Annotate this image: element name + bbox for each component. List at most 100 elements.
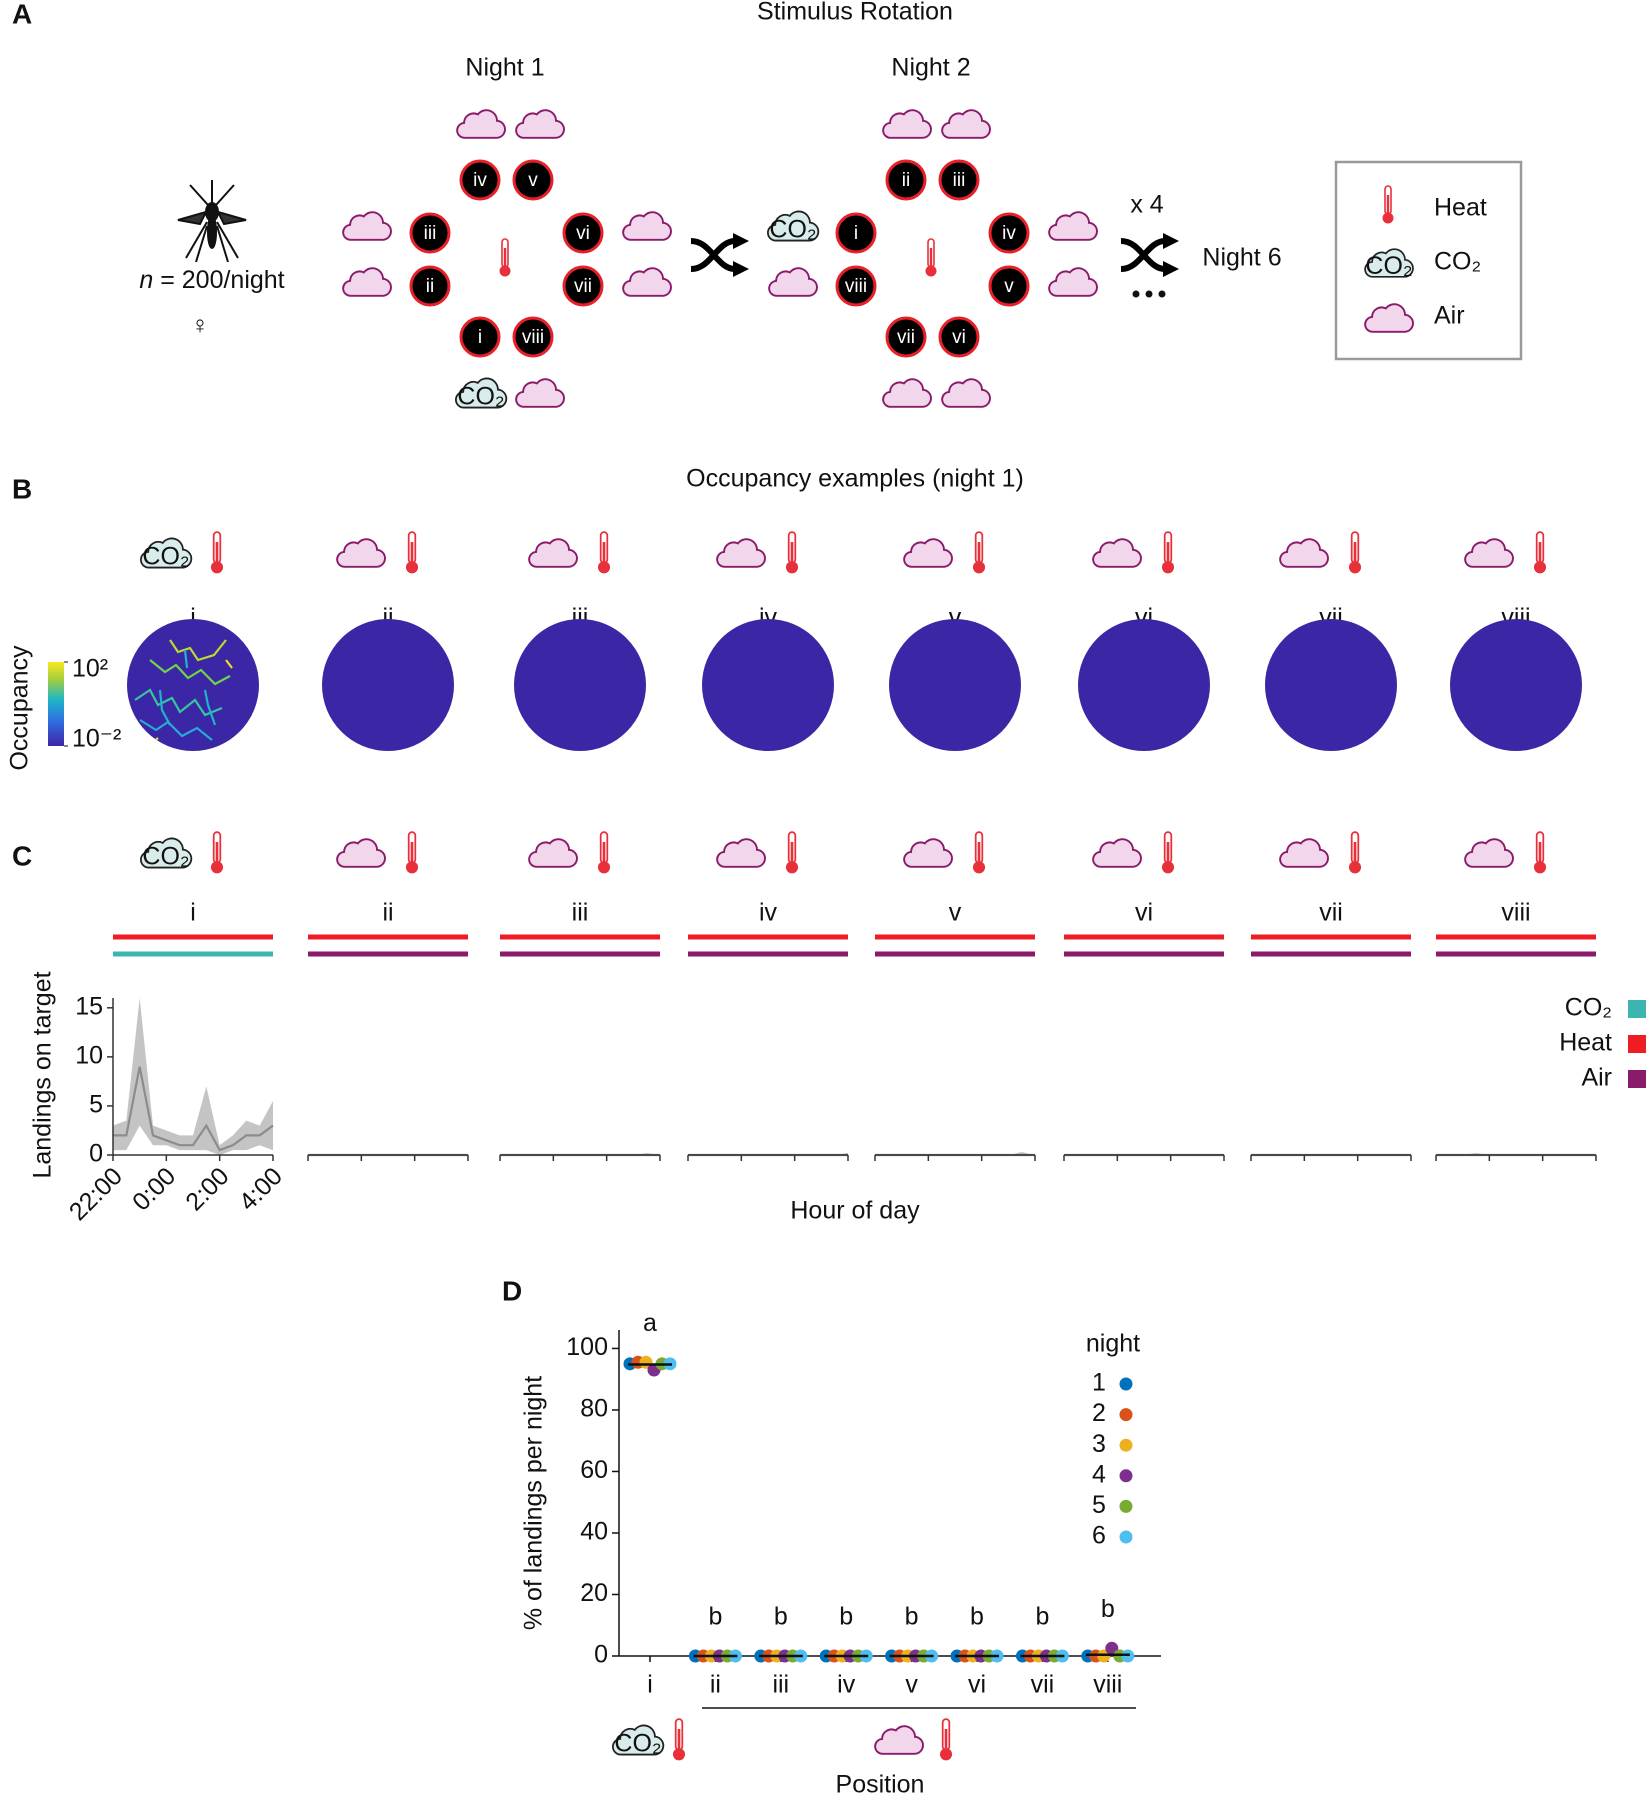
trap: [885, 159, 927, 201]
colorbar: [48, 662, 64, 746]
trace: [134, 688, 223, 717]
trap-label: viii: [845, 276, 867, 297]
trap: [512, 159, 554, 201]
panel-label: vii: [1319, 899, 1343, 927]
icon: [1533, 531, 1547, 575]
group-label: b: [708, 1603, 722, 1631]
panel-label: viii: [1501, 899, 1530, 927]
line: [113, 1066, 274, 1152]
y-tick-label: 10: [75, 1041, 103, 1069]
position-label: i: [190, 604, 196, 632]
trace: [149, 659, 231, 686]
icon: [882, 378, 932, 408]
co2-cloud-label: CO₂: [769, 215, 816, 243]
occupancy-map: [1450, 619, 1582, 751]
repeat-label: x 4: [1130, 191, 1163, 219]
legend-dot: [1119, 1469, 1133, 1483]
legend-label: Heat: [1559, 1029, 1612, 1057]
trap-label: v: [528, 170, 538, 191]
y-tick-label: 40: [580, 1518, 608, 1546]
panel-label: vi: [1135, 899, 1153, 927]
trap-label: v: [1004, 276, 1014, 297]
icon: [768, 267, 818, 297]
x-axis-label: Hour of day: [790, 1197, 920, 1225]
trap-label: iii: [424, 223, 437, 244]
icon: [528, 538, 578, 568]
occupancy-map: [889, 619, 1021, 751]
icon: [528, 838, 578, 868]
icon: [1364, 303, 1414, 333]
icon: [342, 211, 392, 241]
icon: [903, 838, 953, 868]
shuffle-icon: [691, 233, 749, 277]
icon: [210, 531, 224, 575]
shuffle-icon: [1121, 233, 1179, 277]
icon: [210, 831, 224, 875]
trap: [459, 316, 501, 358]
legend-box: [1334, 160, 1523, 361]
y-axis-label: Landings on target: [29, 971, 57, 1178]
icon: [456, 109, 506, 139]
trap-label: vi: [576, 223, 590, 244]
icon: [785, 531, 799, 575]
y-tick-label: 5: [89, 1091, 103, 1119]
legend-swatch: [1628, 1000, 1646, 1018]
y-tick-label: 15: [75, 992, 103, 1020]
x-tick-label: viii: [1093, 1671, 1122, 1699]
trace: [139, 719, 213, 741]
trap-label: i: [854, 223, 858, 244]
trap: [835, 212, 877, 254]
icon: [1161, 831, 1175, 875]
trace: [158, 649, 217, 726]
icon: [597, 531, 611, 575]
icon: [1533, 831, 1547, 875]
trap-label: iv: [473, 170, 487, 191]
icon: [924, 238, 938, 278]
x-tick-label: 4:00: [234, 1162, 288, 1216]
y-tick-label: 80: [580, 1395, 608, 1423]
icon: [672, 1718, 686, 1762]
trap: [562, 212, 604, 254]
x-tick-label: v: [905, 1671, 918, 1699]
y-tick-label: 0: [89, 1140, 103, 1168]
y-tick-label: 100: [566, 1333, 608, 1361]
co2-cloud-label: CO₂: [142, 542, 189, 570]
colorbar-label: Occupancy: [6, 645, 34, 771]
group-label: b: [905, 1603, 919, 1631]
icon: [622, 267, 672, 297]
icon: [939, 1718, 953, 1762]
trap: [885, 316, 927, 358]
icon: [941, 378, 991, 408]
x-tick-label: iv: [837, 1671, 856, 1699]
legend-label: 2: [1092, 1399, 1106, 1427]
trap-label: ii: [426, 276, 434, 297]
icon: [1464, 538, 1514, 568]
panel-label: v: [949, 899, 962, 927]
panel-title: Stimulus Rotation: [757, 0, 953, 26]
x-tick-label: vii: [1031, 1671, 1055, 1699]
x-axis-label: Position: [836, 1771, 925, 1799]
panel-title: Occupancy examples (night 1): [686, 465, 1024, 493]
n-text: = 200/night: [153, 266, 284, 294]
icon: [1092, 538, 1142, 568]
legend-swatch: [1628, 1035, 1646, 1053]
group-label: b: [839, 1603, 853, 1631]
icon: [785, 831, 799, 875]
legend-label: 1: [1092, 1369, 1106, 1397]
trap: [835, 265, 877, 307]
occupancy-map: [1078, 619, 1210, 751]
icon: [405, 831, 419, 875]
icon: [342, 267, 392, 297]
group-label: b: [970, 1603, 984, 1631]
icon: [1279, 838, 1329, 868]
icon: [515, 109, 565, 139]
panel-letter: B: [12, 473, 32, 504]
icon: [1464, 838, 1514, 868]
trap: [512, 316, 554, 358]
x-tick-label: iii: [772, 1671, 789, 1699]
position-label: ii: [382, 604, 393, 632]
legend-dot: [1119, 1499, 1133, 1513]
icon: [336, 838, 386, 868]
night-label: Night 1: [465, 54, 544, 82]
